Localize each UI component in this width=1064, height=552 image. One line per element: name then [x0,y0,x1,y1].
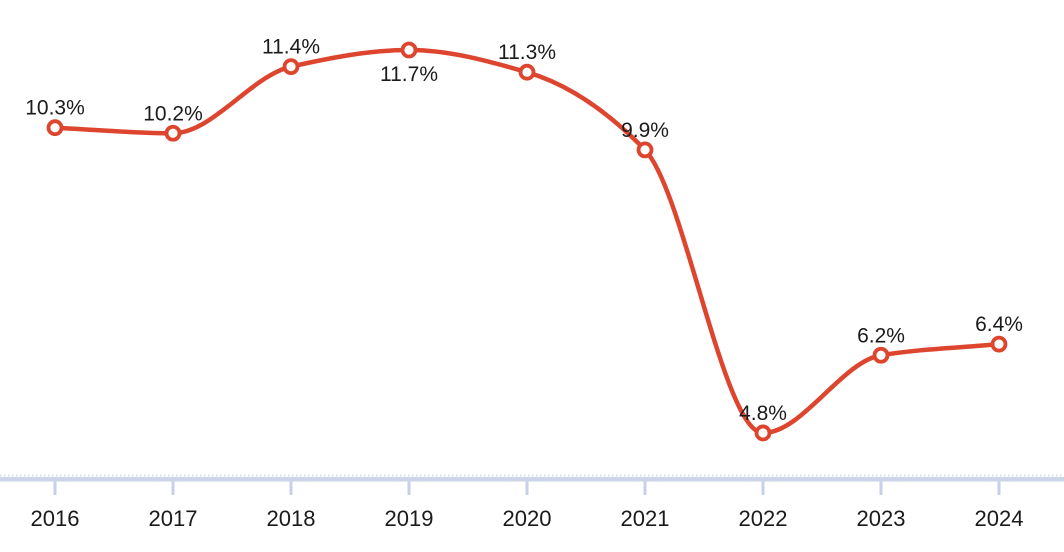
data-point-marker [164,124,182,142]
x-axis-label: 2016 [31,506,80,531]
x-axis-label: 2021 [621,506,670,531]
x-axis-label: 2023 [857,506,906,531]
point-label: 10.3% [25,97,85,120]
axis-tick [53,481,57,495]
data-point-marker [754,424,772,442]
data-point-markers [46,41,1008,442]
data-point-marker [636,141,654,159]
x-axis-label: 2018 [267,506,316,531]
point-label: 11.4% [262,36,320,59]
x-axis-label: 2022 [739,506,788,531]
data-point-marker [518,63,536,81]
axis-baseline [0,477,1064,482]
point-label: 6.2% [857,324,905,347]
point-labels: 10.3% 10.2% 11.4% 11.7% 11.3% 9.9% 4.8% 6.2% 6.4… [25,36,1023,425]
series-line [52,47,1002,436]
x-axis-label: 2020 [503,506,552,531]
point-label: 11.3% [498,41,556,64]
axis-tick [525,481,529,495]
x-axis-label: 2019 [385,506,434,531]
point-label: 9.9% [621,119,669,142]
x-axis: 2016 2017 2018 2019 2020 2021 2022 2023 2024 [0,474,1064,531]
axis-tick [171,481,175,495]
axis-tick [761,481,765,495]
axis-tick [643,481,647,495]
data-point-marker [282,58,300,76]
point-label: 11.7% [380,63,438,86]
axis-tick [289,481,293,495]
axis-tick [407,481,411,495]
data-point-marker [990,335,1008,353]
data-point-marker [872,346,890,364]
axis-tick [879,481,883,495]
data-point-marker [400,41,418,59]
data-point-marker [46,119,64,137]
x-axis-label: 2017 [149,506,198,531]
point-label: 6.4% [975,313,1023,336]
axis-tick [997,481,1001,495]
x-axis-label: 2024 [975,506,1024,531]
point-label: 10.2% [143,102,203,125]
point-label: 4.8% [739,402,787,425]
